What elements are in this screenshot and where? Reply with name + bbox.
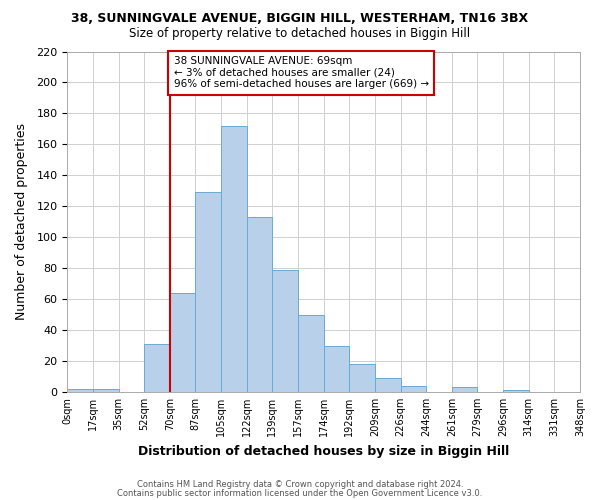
Bar [452,388,478,392]
Bar [503,390,529,392]
Bar [272,270,298,392]
Bar [298,314,323,392]
Text: Contains HM Land Registry data © Crown copyright and database right 2024.: Contains HM Land Registry data © Crown c… [137,480,463,489]
Y-axis label: Number of detached properties: Number of detached properties [15,123,28,320]
Bar [170,293,196,392]
Text: Contains public sector information licensed under the Open Government Licence v3: Contains public sector information licen… [118,488,482,498]
Text: 38 SUNNINGVALE AVENUE: 69sqm
← 3% of detached houses are smaller (24)
96% of sem: 38 SUNNINGVALE AVENUE: 69sqm ← 3% of det… [173,56,429,90]
Text: Size of property relative to detached houses in Biggin Hill: Size of property relative to detached ho… [130,28,470,40]
Bar [221,126,247,392]
Bar [349,364,375,392]
Bar [196,192,221,392]
Bar [93,389,119,392]
Text: 38, SUNNINGVALE AVENUE, BIGGIN HILL, WESTERHAM, TN16 3BX: 38, SUNNINGVALE AVENUE, BIGGIN HILL, WES… [71,12,529,26]
Bar [375,378,401,392]
Bar [323,346,349,392]
Bar [67,389,93,392]
Bar [144,344,170,392]
Bar [247,217,272,392]
X-axis label: Distribution of detached houses by size in Biggin Hill: Distribution of detached houses by size … [138,444,509,458]
Bar [401,386,426,392]
